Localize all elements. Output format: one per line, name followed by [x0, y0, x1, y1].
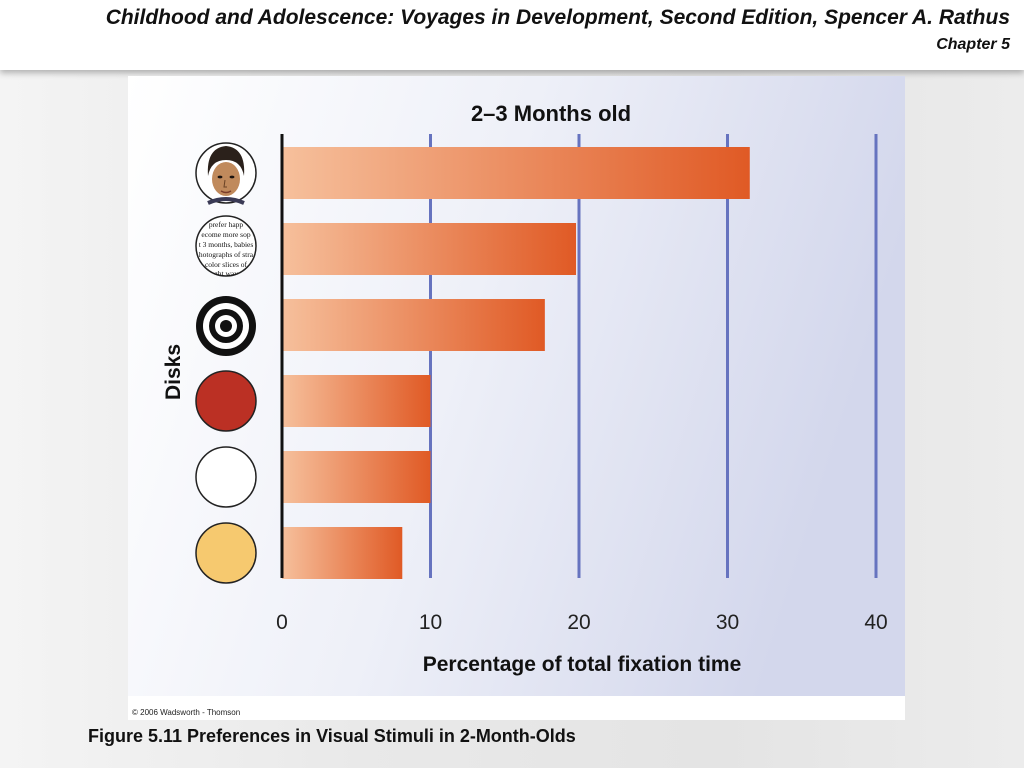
x-tick-label: 40 — [864, 611, 887, 634]
x-tick-label: 10 — [419, 611, 442, 634]
bar-face — [282, 147, 750, 199]
bar-newsprint — [282, 223, 577, 275]
svg-text:ecome more sop: ecome more sop — [201, 230, 250, 239]
svg-text:prefer happ: prefer happ — [209, 220, 244, 229]
bar-white-disk — [282, 451, 431, 503]
bullseye-icon — [196, 296, 256, 356]
figure-caption: Figure 5.11 Preferences in Visual Stimul… — [88, 726, 576, 746]
chapter-label: Chapter 5 — [936, 36, 1010, 53]
bar-bullseye — [282, 299, 545, 351]
figure-panel: 0 10 20 30 40 2–3 Months old Percentage of t… — [128, 76, 905, 720]
slide-title: Childhood and Adolescence: Voyages in De… — [105, 6, 1010, 29]
yellow-disk-icon — [195, 522, 257, 584]
slide-header: Childhood and Adolescence: Voyages in De… — [0, 0, 1024, 70]
x-tick-label: 0 — [276, 611, 288, 634]
svg-text:color slices of: color slices of — [205, 260, 248, 269]
y-axis-label: Disks — [162, 344, 185, 400]
copyright-notice: © 2006 Wadsworth - Thomson — [132, 708, 241, 717]
newsprint-icon: prefer happ ecome more sop t 3 months, b… — [195, 215, 257, 278]
svg-text:ght way: ght way — [214, 269, 238, 278]
red-disk-icon — [195, 370, 257, 432]
fixation-bar-chart: 0 10 20 30 40 2–3 Months old Percentage of t… — [128, 76, 905, 696]
svg-text:hotographs of stra: hotographs of stra — [199, 250, 254, 259]
x-tick-label: 20 — [567, 611, 590, 634]
white-disk-icon — [195, 446, 257, 508]
svg-text:t 3 months, babies: t 3 months, babies — [199, 240, 254, 249]
face-icon — [195, 142, 257, 205]
x-axis-label: Percentage of total fixation time — [423, 653, 742, 676]
bar-yellow-disk — [282, 527, 403, 579]
bar-red-disk — [282, 375, 431, 427]
x-tick-label: 30 — [716, 611, 739, 634]
chart-title: 2–3 Months old — [471, 101, 631, 126]
